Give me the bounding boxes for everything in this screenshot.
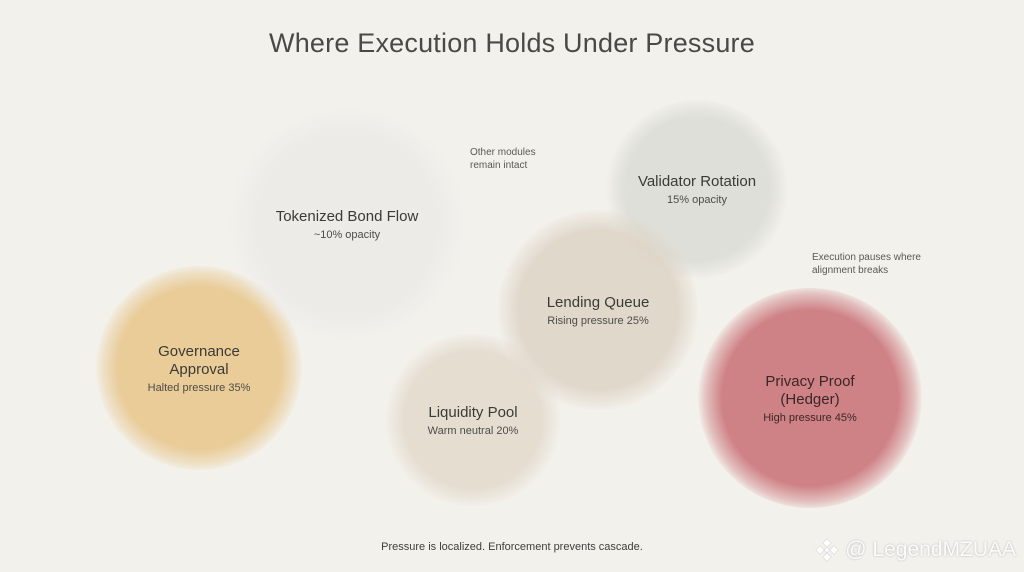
watermark-text: @ LegendMZUAA: [845, 538, 1016, 561]
watermark: @ LegendMZUAA: [815, 538, 1016, 562]
bubble-sublabel: ~10% opacity: [313, 228, 381, 241]
bubble-lending-queue: Lending Queue Rising pressure 25%: [498, 210, 698, 410]
bubble-sublabel: High pressure 45%: [763, 411, 857, 424]
bubble-label: Validator Rotation: [637, 172, 757, 190]
bubble-label: Privacy Proof (Hedger): [765, 372, 855, 408]
annotation-modules-intact: Other modules remain intact: [470, 147, 536, 171]
bubble-label: Liquidity Pool: [428, 403, 518, 421]
bubble-label: Lending Queue: [546, 293, 650, 311]
bubble-sublabel: Halted pressure 35%: [147, 381, 251, 394]
bubble-privacy-proof: Privacy Proof (Hedger) High pressure 45%: [698, 288, 922, 508]
bubble-tokenized-bond-flow: Tokenized Bond Flow ~10% opacity: [228, 110, 466, 338]
diagram-title: Where Execution Holds Under Pressure: [269, 28, 755, 58]
bubble-sublabel: 15% opacity: [667, 193, 727, 206]
footer-caption: Pressure is localized. Enforcement preve…: [381, 541, 643, 553]
annotation-execution-pauses: Execution pauses where alignment breaks: [812, 252, 921, 276]
binance-logo-icon: [815, 538, 839, 562]
bubble-sublabel: Warm neutral 20%: [427, 424, 519, 437]
bubble-label: Governance Approval: [158, 342, 240, 378]
bubble-sublabel: Rising pressure 25%: [547, 314, 649, 327]
bubble-label: Tokenized Bond Flow: [275, 207, 419, 225]
